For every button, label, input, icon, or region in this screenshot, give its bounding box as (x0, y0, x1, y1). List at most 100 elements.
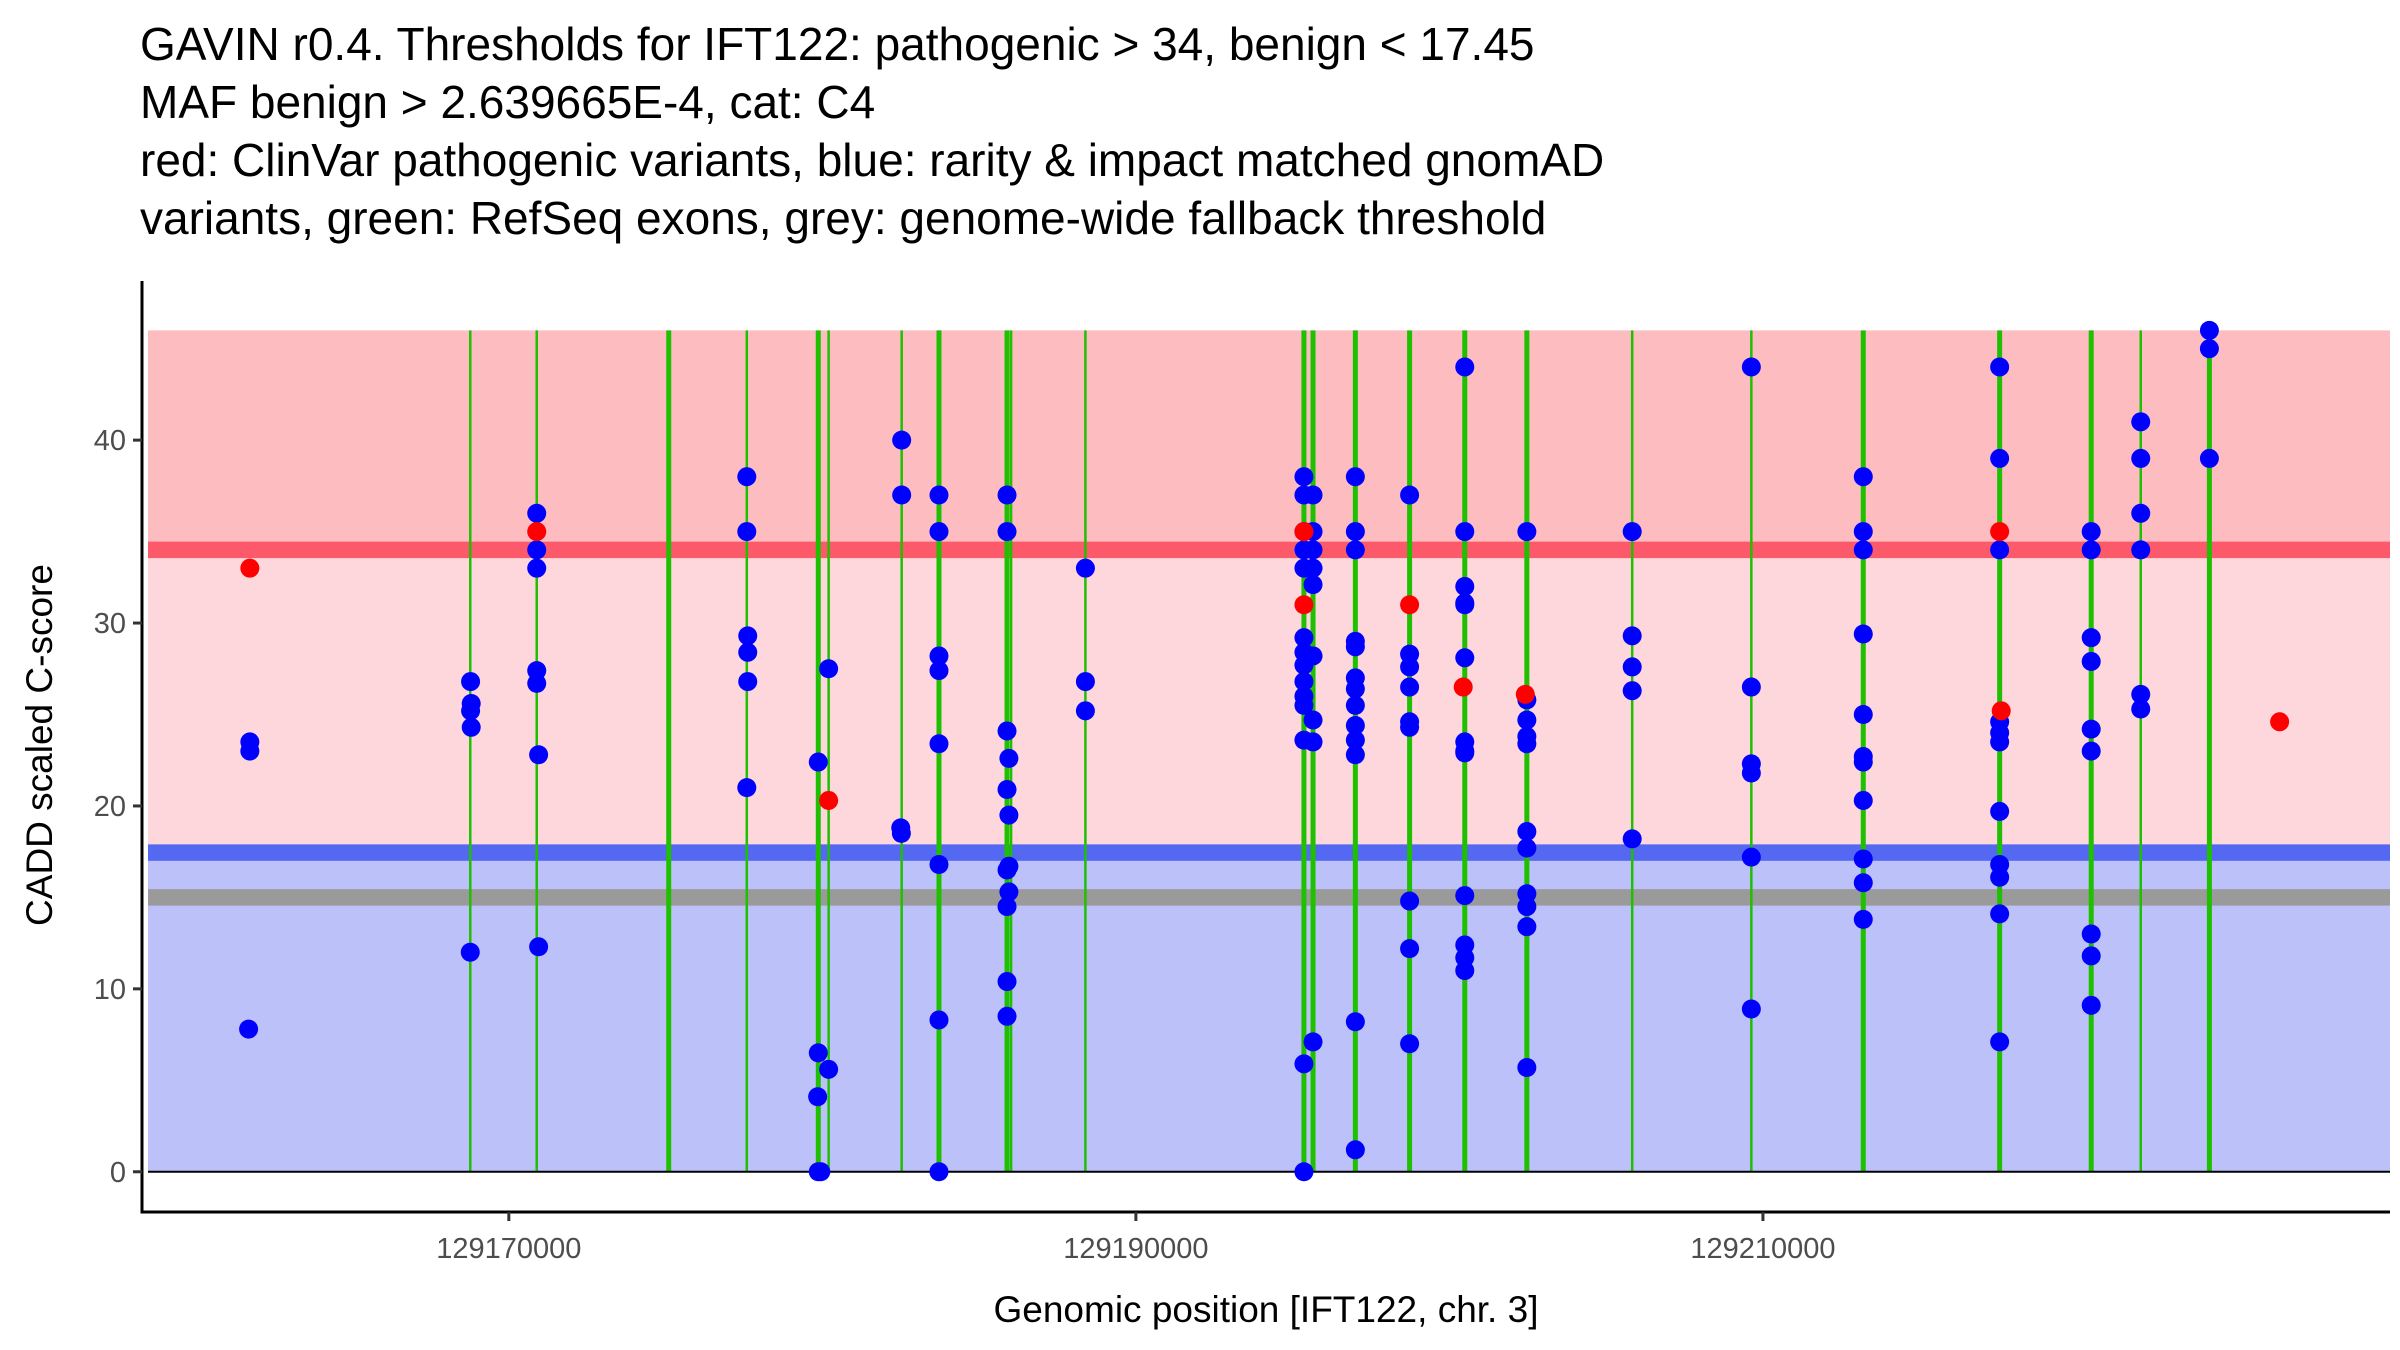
gnomad-point (461, 717, 481, 737)
gnomad-point (929, 661, 949, 681)
gnomad-point (997, 1006, 1017, 1026)
pathogenic-threshold-line (148, 541, 2390, 559)
gnomad-point (1294, 695, 1314, 715)
gnomad-point (527, 673, 547, 693)
title-line-4: variants, green: RefSeq exons, grey: gen… (140, 192, 1546, 244)
gnomad-point (1303, 540, 1323, 560)
gnomad-point (2131, 684, 2151, 704)
gnomad-point (997, 897, 1017, 917)
gnomad-point (1400, 677, 1420, 697)
gnomad-point (1517, 897, 1537, 917)
gnomad-point (929, 485, 949, 505)
clinvar-point (2270, 712, 2290, 732)
clinvar-point (1515, 684, 1535, 704)
gnomad-point (1517, 1058, 1537, 1078)
gnomad-point (1455, 961, 1475, 981)
clinvar-point (1453, 677, 1473, 697)
gnomad-point (819, 659, 839, 679)
gnomad-point (2081, 924, 2101, 944)
clinvar-point (1294, 595, 1314, 615)
gnomad-point (1853, 540, 1873, 560)
gnomad-point (808, 1043, 828, 1063)
clinvar-point (527, 522, 547, 542)
gnomad-point (1517, 838, 1537, 858)
gnomad-point (737, 522, 757, 542)
gnomad-point (1303, 732, 1323, 752)
gnomad-point (2131, 448, 2151, 468)
gnomad-point (2081, 540, 2101, 560)
gnomad-point (1853, 909, 1873, 929)
gnomad-point (1294, 628, 1314, 648)
x-tick-label: 129190000 (1063, 1233, 1208, 1265)
region-benign (148, 852, 2390, 1172)
gnomad-point (1345, 540, 1365, 560)
gnomad-point (2081, 995, 2101, 1015)
gnomad-point (1990, 540, 2010, 560)
gnomad-point (1741, 763, 1761, 783)
gnomad-point (929, 1010, 949, 1030)
y-tick-label: 30 (94, 608, 126, 640)
gnomad-point (1517, 522, 1537, 542)
gnomad-point (819, 1059, 839, 1079)
axes: 0 10 20 30 40 129170000 129190000 129210000 (94, 281, 2390, 1265)
gnomad-point (1622, 829, 1642, 849)
gnomad-point (1075, 701, 1095, 721)
gnomad-point (1400, 939, 1420, 959)
gnomad-point (2081, 719, 2101, 739)
gnomad-point (738, 626, 758, 646)
gnomad-point (1303, 1032, 1323, 1052)
gnomad-point (929, 854, 949, 874)
gnomad-point (997, 860, 1017, 880)
gnomad-point (1303, 558, 1323, 578)
gnomad-point (1345, 1012, 1365, 1032)
gnomad-point (527, 558, 547, 578)
gnomad-point (1294, 467, 1314, 487)
gnomad-point (1741, 847, 1761, 867)
gnomad-point (240, 741, 260, 761)
gnomad-point (892, 485, 912, 505)
gnomad-point (738, 642, 758, 662)
gnomad-point (1345, 467, 1365, 487)
gnomad-point (808, 752, 828, 772)
region-intermediate (148, 549, 2390, 853)
gnomad-point (1853, 624, 1873, 644)
gnomad-point (1345, 1140, 1365, 1160)
gnomad-point (1303, 485, 1323, 505)
clinvar-point (819, 790, 839, 810)
gnomad-point (997, 779, 1017, 799)
gnomad-point (1400, 485, 1420, 505)
gnomad-point (1990, 732, 2010, 752)
gnomad-point (1345, 522, 1365, 542)
gnomad-point (1990, 904, 2010, 924)
gnomad-point (460, 942, 480, 962)
gnomad-point (997, 972, 1017, 992)
gnomad-point (1075, 672, 1095, 692)
y-tick-label: 40 (94, 425, 126, 457)
gnomad-point (1853, 752, 1873, 772)
gnomad-point (1345, 745, 1365, 765)
gnomad-point (1853, 522, 1873, 542)
gnomad-point (1400, 1034, 1420, 1054)
gnomad-point (1345, 730, 1365, 750)
gnomad-point (2131, 540, 2151, 560)
clinvar-point (240, 558, 260, 578)
gnomad-point (461, 701, 481, 721)
gnomad-point (999, 805, 1019, 825)
gnomad-point (1741, 357, 1761, 377)
gnomad-point (1455, 576, 1475, 596)
title-line-3: red: ClinVar pathogenic variants, blue: … (140, 134, 1604, 186)
gnomad-point (527, 540, 547, 560)
gnomad-point (239, 1019, 259, 1039)
gnomad-point (1400, 657, 1420, 677)
gnomad-point (1400, 717, 1420, 737)
gnomad-point (1990, 448, 2010, 468)
gnomad-point (1455, 357, 1475, 377)
gnomad-point (1345, 679, 1365, 699)
y-tick-label: 10 (94, 974, 126, 1006)
gnomad-point (2081, 628, 2101, 648)
title-line-2: MAF benign > 2.639665E-4, cat: C4 (140, 76, 875, 128)
gnomad-point (929, 522, 949, 542)
gnomad-point (1853, 873, 1873, 893)
gnomad-point (1294, 672, 1314, 692)
clinvar-point (1991, 701, 2011, 721)
